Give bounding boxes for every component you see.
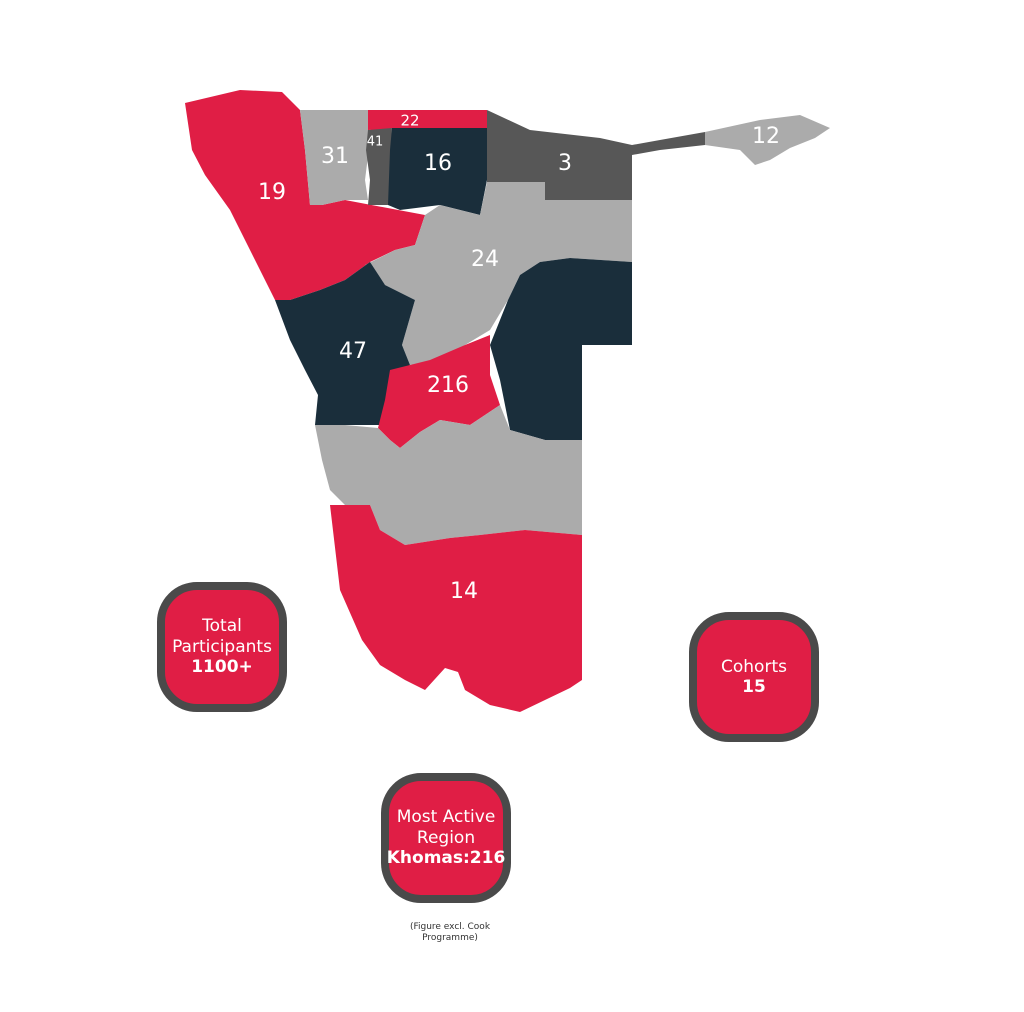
region-otjozondjupa xyxy=(365,182,632,365)
total-participants-label: Total Participants xyxy=(172,616,272,657)
cohorts-badge: Cohorts 15 xyxy=(689,612,819,742)
region-label: 16 xyxy=(424,151,452,176)
most-active-region-value: Khomas:216 xyxy=(386,848,506,869)
region-khomas xyxy=(378,335,500,448)
footnote: (Figure excl. Cook Programme) xyxy=(409,922,491,943)
region-zambezi xyxy=(705,115,830,165)
total-participants-badge: Total Participants 1100+ xyxy=(157,582,287,712)
region-label: 12 xyxy=(752,124,780,149)
cohorts-label: Cohorts xyxy=(721,656,787,677)
region-label: 47 xyxy=(339,339,367,364)
cohorts-value: 15 xyxy=(742,677,766,697)
region-erongo xyxy=(275,262,415,425)
region-karas xyxy=(330,505,582,712)
region-omaheke xyxy=(490,258,632,440)
region-label: 19 xyxy=(258,180,286,205)
region-kavango-strip xyxy=(632,132,705,155)
region-label: 216 xyxy=(427,373,469,398)
region-label: 41 xyxy=(367,135,384,150)
region-ohangwena xyxy=(368,110,487,130)
region-oshikoto xyxy=(388,128,487,215)
region-kunene xyxy=(185,90,425,300)
region-oshana xyxy=(366,126,392,205)
region-label: 3 xyxy=(558,151,572,176)
total-participants-value: 1100+ xyxy=(191,657,253,678)
region-label: 14 xyxy=(450,579,478,604)
region-label: 31 xyxy=(321,144,349,169)
region-omusati xyxy=(300,110,370,205)
most-active-region-label: Most Active Region xyxy=(396,807,496,848)
region-label: 22 xyxy=(400,112,419,130)
region-label: 24 xyxy=(471,247,499,272)
region-kavango xyxy=(487,110,632,200)
region-hardap xyxy=(315,405,582,545)
most-active-region-badge: Most Active Region Khomas:216 xyxy=(381,773,511,903)
